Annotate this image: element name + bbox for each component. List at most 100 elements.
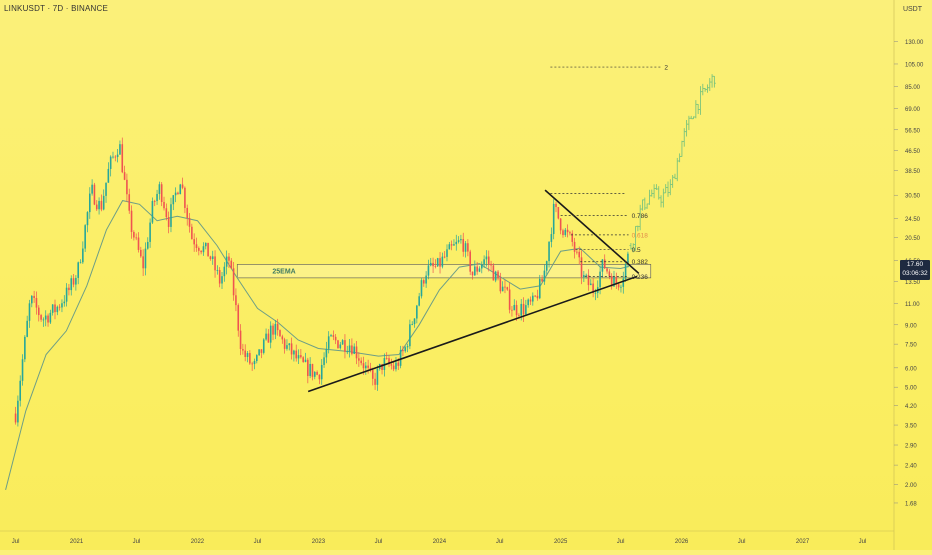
candle-body — [63, 301, 66, 304]
candle-body — [367, 365, 369, 368]
candle-body — [195, 244, 198, 248]
candle-body — [448, 244, 451, 250]
x-tick-label: Jul — [738, 539, 746, 545]
candle-body — [603, 259, 606, 269]
descending-resistance-trendline — [544, 189, 640, 275]
x-tick-label: Jul — [859, 539, 867, 545]
candle-body — [385, 358, 388, 359]
candle-body — [311, 363, 314, 377]
candle-body — [17, 400, 19, 423]
candle-body — [188, 217, 191, 227]
candle-body — [288, 343, 291, 346]
candle-body — [374, 378, 376, 385]
candle-body — [237, 305, 240, 331]
candle-body — [471, 271, 474, 276]
candle-body — [606, 268, 608, 272]
candle-body — [534, 295, 536, 297]
candle-body — [174, 192, 177, 196]
candle-body — [592, 283, 594, 294]
candle-body — [327, 336, 330, 349]
candle-body — [494, 271, 497, 281]
y-tick-label: 46.50 — [905, 149, 921, 155]
candle-body — [371, 370, 374, 379]
candle-body — [37, 307, 40, 316]
x-tick-label: 2024 — [433, 539, 447, 545]
candle-body — [98, 200, 100, 210]
candle-body — [610, 276, 613, 287]
candle-body — [70, 278, 73, 291]
candle-body — [58, 306, 61, 308]
candle-body — [420, 280, 423, 297]
candle-body — [61, 303, 63, 308]
projection-layer — [629, 74, 716, 253]
candle-body — [211, 256, 214, 260]
candle-body — [14, 413, 17, 423]
candle-body — [140, 249, 142, 257]
candle-body — [163, 201, 165, 209]
candle-body — [202, 246, 205, 253]
candle-body — [126, 179, 128, 195]
candle-body — [283, 339, 286, 349]
candle-body — [239, 330, 242, 349]
candle-body — [615, 276, 618, 285]
candle-body — [28, 303, 31, 321]
candle-body — [476, 266, 478, 272]
y-tick-label: 24.50 — [905, 217, 921, 223]
candle-body — [580, 257, 583, 278]
candle-body — [24, 336, 26, 360]
candle-body — [267, 333, 270, 343]
candle-body — [146, 241, 149, 249]
x-tick-label: Jul — [617, 539, 625, 545]
candle-body — [112, 156, 114, 158]
candle-body — [527, 299, 529, 306]
candle-body — [109, 156, 112, 169]
candle-body — [515, 304, 518, 316]
candle-body — [450, 244, 453, 246]
candle-body — [358, 358, 360, 361]
candle-body — [209, 256, 212, 260]
candle-body — [590, 283, 592, 286]
fib-layer: 2 0.786 0.618 0.5 0.382 0.236 — [550, 65, 668, 281]
candle-body — [432, 262, 434, 267]
candle-body — [416, 305, 418, 319]
candle-body — [82, 248, 84, 263]
candle-body — [274, 323, 277, 335]
candle-body — [95, 204, 98, 210]
y-tick-label: 6.00 — [905, 366, 917, 372]
candle-body — [242, 348, 244, 351]
candle-body — [276, 323, 279, 331]
candle-body — [272, 325, 274, 335]
candle-body — [353, 346, 356, 354]
candle-body — [518, 315, 520, 316]
candle-body — [351, 345, 353, 354]
candle-body — [19, 380, 22, 401]
candle-body — [26, 320, 28, 337]
candle-body — [564, 229, 567, 236]
candle-body — [557, 207, 560, 219]
candle-body — [102, 195, 105, 210]
candle-body — [86, 212, 89, 226]
candle-body — [300, 355, 302, 358]
candle-body — [170, 204, 172, 227]
candle-body — [130, 210, 133, 232]
candle-body — [492, 265, 495, 281]
candle-body — [35, 298, 38, 308]
y-tick-label: 20.50 — [905, 236, 921, 242]
candle-body — [569, 232, 571, 234]
candle-body — [413, 318, 416, 325]
candle-body — [627, 253, 629, 265]
candle-body — [137, 237, 140, 250]
candle-body — [617, 284, 620, 288]
candle-body — [455, 241, 458, 245]
candle-body — [490, 263, 492, 266]
candle-body — [191, 226, 193, 240]
candle-body — [469, 251, 471, 272]
candle-body — [576, 251, 578, 253]
candle-body — [562, 230, 564, 236]
candle-body — [293, 350, 295, 355]
candle-body — [402, 350, 404, 352]
candle-body — [613, 276, 615, 287]
candle-body — [77, 262, 79, 278]
